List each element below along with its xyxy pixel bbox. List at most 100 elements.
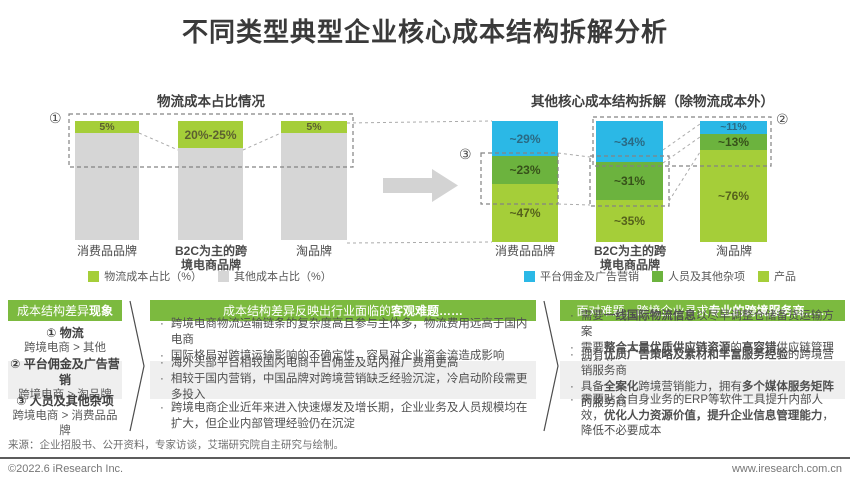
connector-line [557,203,591,206]
bar-segment [178,148,243,240]
category-label: 淘品牌 [715,244,752,258]
bar-value-label: ~47% [509,206,541,220]
bar-segment: 5% [281,121,347,133]
bullet-item: · 需要贴合自身业务的ERP等软件工具提升内部人效，优化人力资源价值，提升企业信息… [570,393,841,441]
bullet-dot: · [160,349,164,362]
phenomenon-title: ① 物流 [46,325,84,340]
bullet-item: · 跨境电商企业近年来进入快速爆发及增长期，企业业务及人员规模均在扩大，但企业内部… [160,401,532,433]
bar-segment: ~31% [596,162,663,200]
logistics-cost-swatch [88,270,100,282]
legend-label: 人员及其他杂项 [668,271,745,283]
right-chart-legend: 平台佣金及广告营销 人员及其他杂项 产品 [470,268,850,284]
legend-item: 物流成本占比（%） [88,268,202,284]
bullet-dot: · [570,310,574,323]
bullet-text: 需要贴合自身业务的ERP等软件工具提升内部人效，优化人力资源价值，提升企业信息管… [580,393,834,438]
footer-copyright: ©2022.6 iResearch Inc. [8,463,124,475]
bar-segment: ~47% [492,184,558,242]
footer-website: www.iresearch.com.cn [731,463,842,475]
category-label: 淘品牌 [295,244,332,258]
bar-value-label: ~35% [613,214,646,228]
bar-value-label: 20%-25% [184,127,237,142]
bar-value-label: ~13% [717,135,750,149]
bar-segment: ~29% [492,121,558,156]
bullet-text: 跨境电商物流运输链条的复杂度高且参与主体多，物流费用远高于国内电商 [170,318,528,347]
bar-segment: ~23% [492,156,558,184]
bar-tao-brand: ~11% ~13% ~76% [700,121,767,242]
column-header: 成本结构差异反映出行业面临的 客观难题…… [150,300,536,321]
circled-3-annotation: ③ [459,146,472,162]
legend-item: 人员及其他杂项 [652,268,745,284]
bullet-item: · 具备全案化跨境营销能力，拥有多个媒体服务矩阵的服务商 [570,380,841,412]
bar-value-label: ~11% [720,121,747,134]
bar-segment: ~34% [596,121,663,162]
product-swatch [758,270,769,282]
connector-line [242,132,282,151]
bar-value-label: 5% [306,120,322,133]
legend-label: 产品 [774,271,796,283]
legend-item: 其他成本占比（%） [218,268,332,284]
column-header: 成本结构差异 现象 [8,300,122,321]
connector-line [662,136,701,164]
bar-b2c-crossborder: 20%-25% [178,121,243,240]
bullet-dot: · [570,393,574,406]
bullet-item: · 国际格局对跨境运输影响的不确定性，容易对企业资金流造成影响 [160,349,532,365]
bullet-text: 海外头部平台相较国内电商平台佣金及站内推广费用更高 [170,357,459,370]
bullet-text: 相较于国内营销，中国品牌对跨境营销缺乏经验沉淀，冷启动阶段需更多投入 [170,373,528,401]
table-row: ② 平台佣金及广告营销 跨境电商 > 淘品牌 [8,357,122,401]
bullet-item: · 相较于国内营销，中国品牌对跨境营销缺乏经验沉淀，冷启动阶段需更多投入 [160,372,532,404]
table-column-problems: 成本结构差异反映出行业面临的 客观难题…… · 跨境电商物流运输链条的复杂度高且参与… [150,300,536,432]
legend-label: 其他成本占比（%） [234,271,332,283]
table-row: · 跨境电商企业近年来进入快速爆发及增长期，企业业务及人员规模均在扩大，但企业内部… [150,401,536,432]
bar-tao-brand: 5% [281,121,347,240]
right-arrow-icon [383,169,458,202]
legend-label: 物流成本占比（%） [104,271,202,283]
source-note: 来源：企业招股书、公开资料，专家访谈，艾瑞研究院自主研究与绘制。 [8,439,344,451]
table-row: ① 物流 跨境电商 > 其他 [8,323,122,359]
column-header: 面对难题，跨境企业寻求 专业的跨境服务商…… [560,300,845,321]
table-column-phenomenon: 成本结构差异 现象 ① 物流 跨境电商 > 其他 ② 平台佣金及广告营销 跨境电商… [8,300,122,438]
bullet-text: 需要一线国际物流信息以尽早调整仓储备货运输方案 [580,310,834,339]
legend-item: 平台佣金及广告营销 [524,268,639,284]
bar-segment: 20%-25% [178,121,243,148]
legend-label: 平台佣金及广告营销 [540,271,639,283]
bullet-text: 具备全案化跨境营销能力，拥有多个媒体服务矩阵的服务商 [580,381,834,409]
connector-line [346,241,493,244]
bullet-dot: · [160,373,164,386]
bullet-text: 跨境电商企业近年来进入快速爆发及增长期，企业业务及人员规模均在扩大，但企业内部管… [170,401,528,430]
bullet-dot: · [570,342,574,354]
bar-value-label: ~34% [613,134,646,149]
connector-line [557,152,591,158]
bar-b2c-crossborder: ~34% ~31% ~35% [596,121,663,242]
bar-segment: ~13% [700,134,767,150]
footer-divider [0,457,850,459]
connector-line [138,132,179,151]
phenomenon-compare: 跨境电商 > 消费品品牌 [12,410,118,438]
bar-segment [75,133,139,240]
bar-value-label: 5% [99,120,115,133]
bar-consumer-brand: 5% [75,121,139,240]
bar-segment: ~11% [700,121,767,134]
platform-commission-swatch [524,270,535,282]
category-label: 消费品品牌 [494,244,555,258]
phenomenon-title: ② 平台佣金及广告营销 [10,356,120,387]
bullet-dot: · [160,401,164,414]
table-row: · 拥有优质广告策略及素材和丰富服务经验的跨境营销服务商 · 具备全案化跨境营销能力，… [560,349,845,409]
category-label: B2C为主的跨 境电商品牌 [593,244,666,273]
bar-segment: ~76% [700,150,767,242]
bullet-text: 国际格局对跨境运输影响的不确定性，容易对企业资金流造成影响 [170,349,505,362]
personnel-swatch [652,270,663,282]
other-cost-swatch [218,270,229,282]
phenomenon-title: ③ 人员及其他杂项 [16,393,114,408]
bullet-item: · 跨境电商物流运输链条的复杂度高且参与主体多，物流费用远高于国内电商 [160,317,532,349]
table-row: · 需要一线国际物流信息以尽早调整仓储备货运输方案 · 需要整合大量优质供应链资源的高… [560,310,845,370]
legend-item: 产品 [758,268,796,284]
bullet-dot: · [160,318,164,331]
table-divider-chevron [543,300,559,432]
bullet-text: 拥有优质广告策略及素材和丰富服务经验的跨境营销服务商 [580,349,834,378]
bar-consumer-brand: ~29% ~23% ~47% [492,121,558,242]
bullet-item: · 需要一线国际物流信息以尽早调整仓储备货运输方案 [570,309,841,341]
table-divider-chevron [129,300,145,432]
table-row: · 需要贴合自身业务的ERP等软件工具提升内部人效，优化人力资源价值，提升企业信息… [560,394,845,438]
table-row: ③ 人员及其他杂项 跨境电商 > 消费品品牌 [8,394,122,438]
bullet-item: · 海外头部平台相较国内电商平台佣金及站内推广费用更高 [160,356,532,372]
